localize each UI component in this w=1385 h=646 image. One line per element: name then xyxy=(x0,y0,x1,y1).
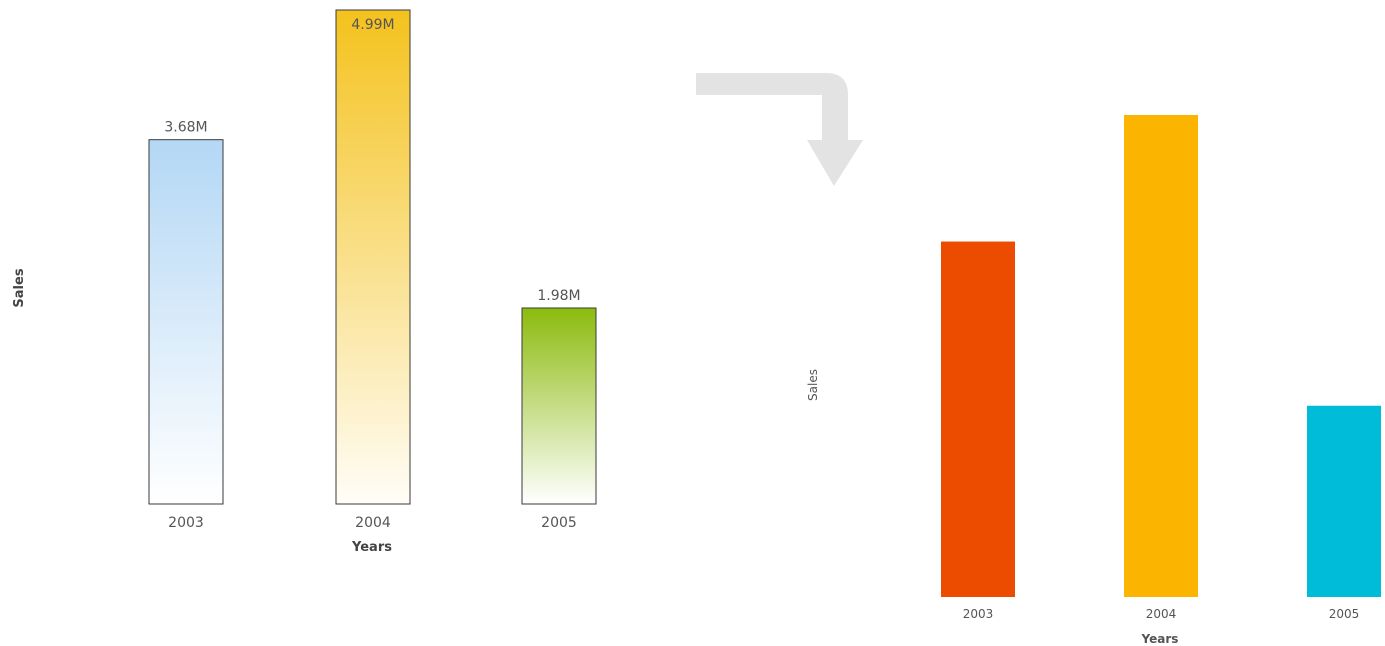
left-bar-value-label: 3.68M xyxy=(164,120,207,136)
left-bar-2005 xyxy=(521,307,597,505)
turn-down-arrow-icon xyxy=(696,73,863,186)
right-bar-2004 xyxy=(1124,115,1198,597)
left-chart-y-axis-title: Sales xyxy=(12,268,27,307)
left-chart-x-tick-labels: 2003 2004 2005 xyxy=(168,515,577,531)
right-x-tick-label: 2005 xyxy=(1329,607,1360,621)
right-chart-x-axis-title: Years xyxy=(1141,632,1179,646)
right-chart: 2003 2004 2005 Years Sales xyxy=(806,115,1381,646)
left-x-tick-label: 2003 xyxy=(168,515,204,531)
left-chart: 3.68M 4.99M 1.98M 2003 2004 2005 Years Sales xyxy=(12,9,597,555)
right-bar-2003 xyxy=(941,241,1015,597)
right-x-tick-label: 2003 xyxy=(963,607,994,621)
right-chart-x-tick-labels: 2003 2004 2005 xyxy=(963,607,1360,621)
left-x-tick-label: 2005 xyxy=(541,515,577,531)
left-chart-x-axis-title: Years xyxy=(351,540,392,555)
right-bar-2005 xyxy=(1307,405,1381,597)
left-bar-value-label: 4.99M xyxy=(351,17,394,33)
right-x-tick-label: 2004 xyxy=(1146,607,1177,621)
left-x-tick-label: 2004 xyxy=(355,515,391,531)
left-bar-value-label: 1.98M xyxy=(537,288,580,304)
right-chart-y-axis-title: Sales xyxy=(806,369,820,401)
left-chart-value-labels: 3.68M 4.99M 1.98M xyxy=(164,17,580,304)
left-bar-2004 xyxy=(335,9,411,505)
right-chart-bars xyxy=(941,115,1381,597)
left-bar-2003 xyxy=(148,139,224,505)
left-chart-bars xyxy=(148,9,597,505)
